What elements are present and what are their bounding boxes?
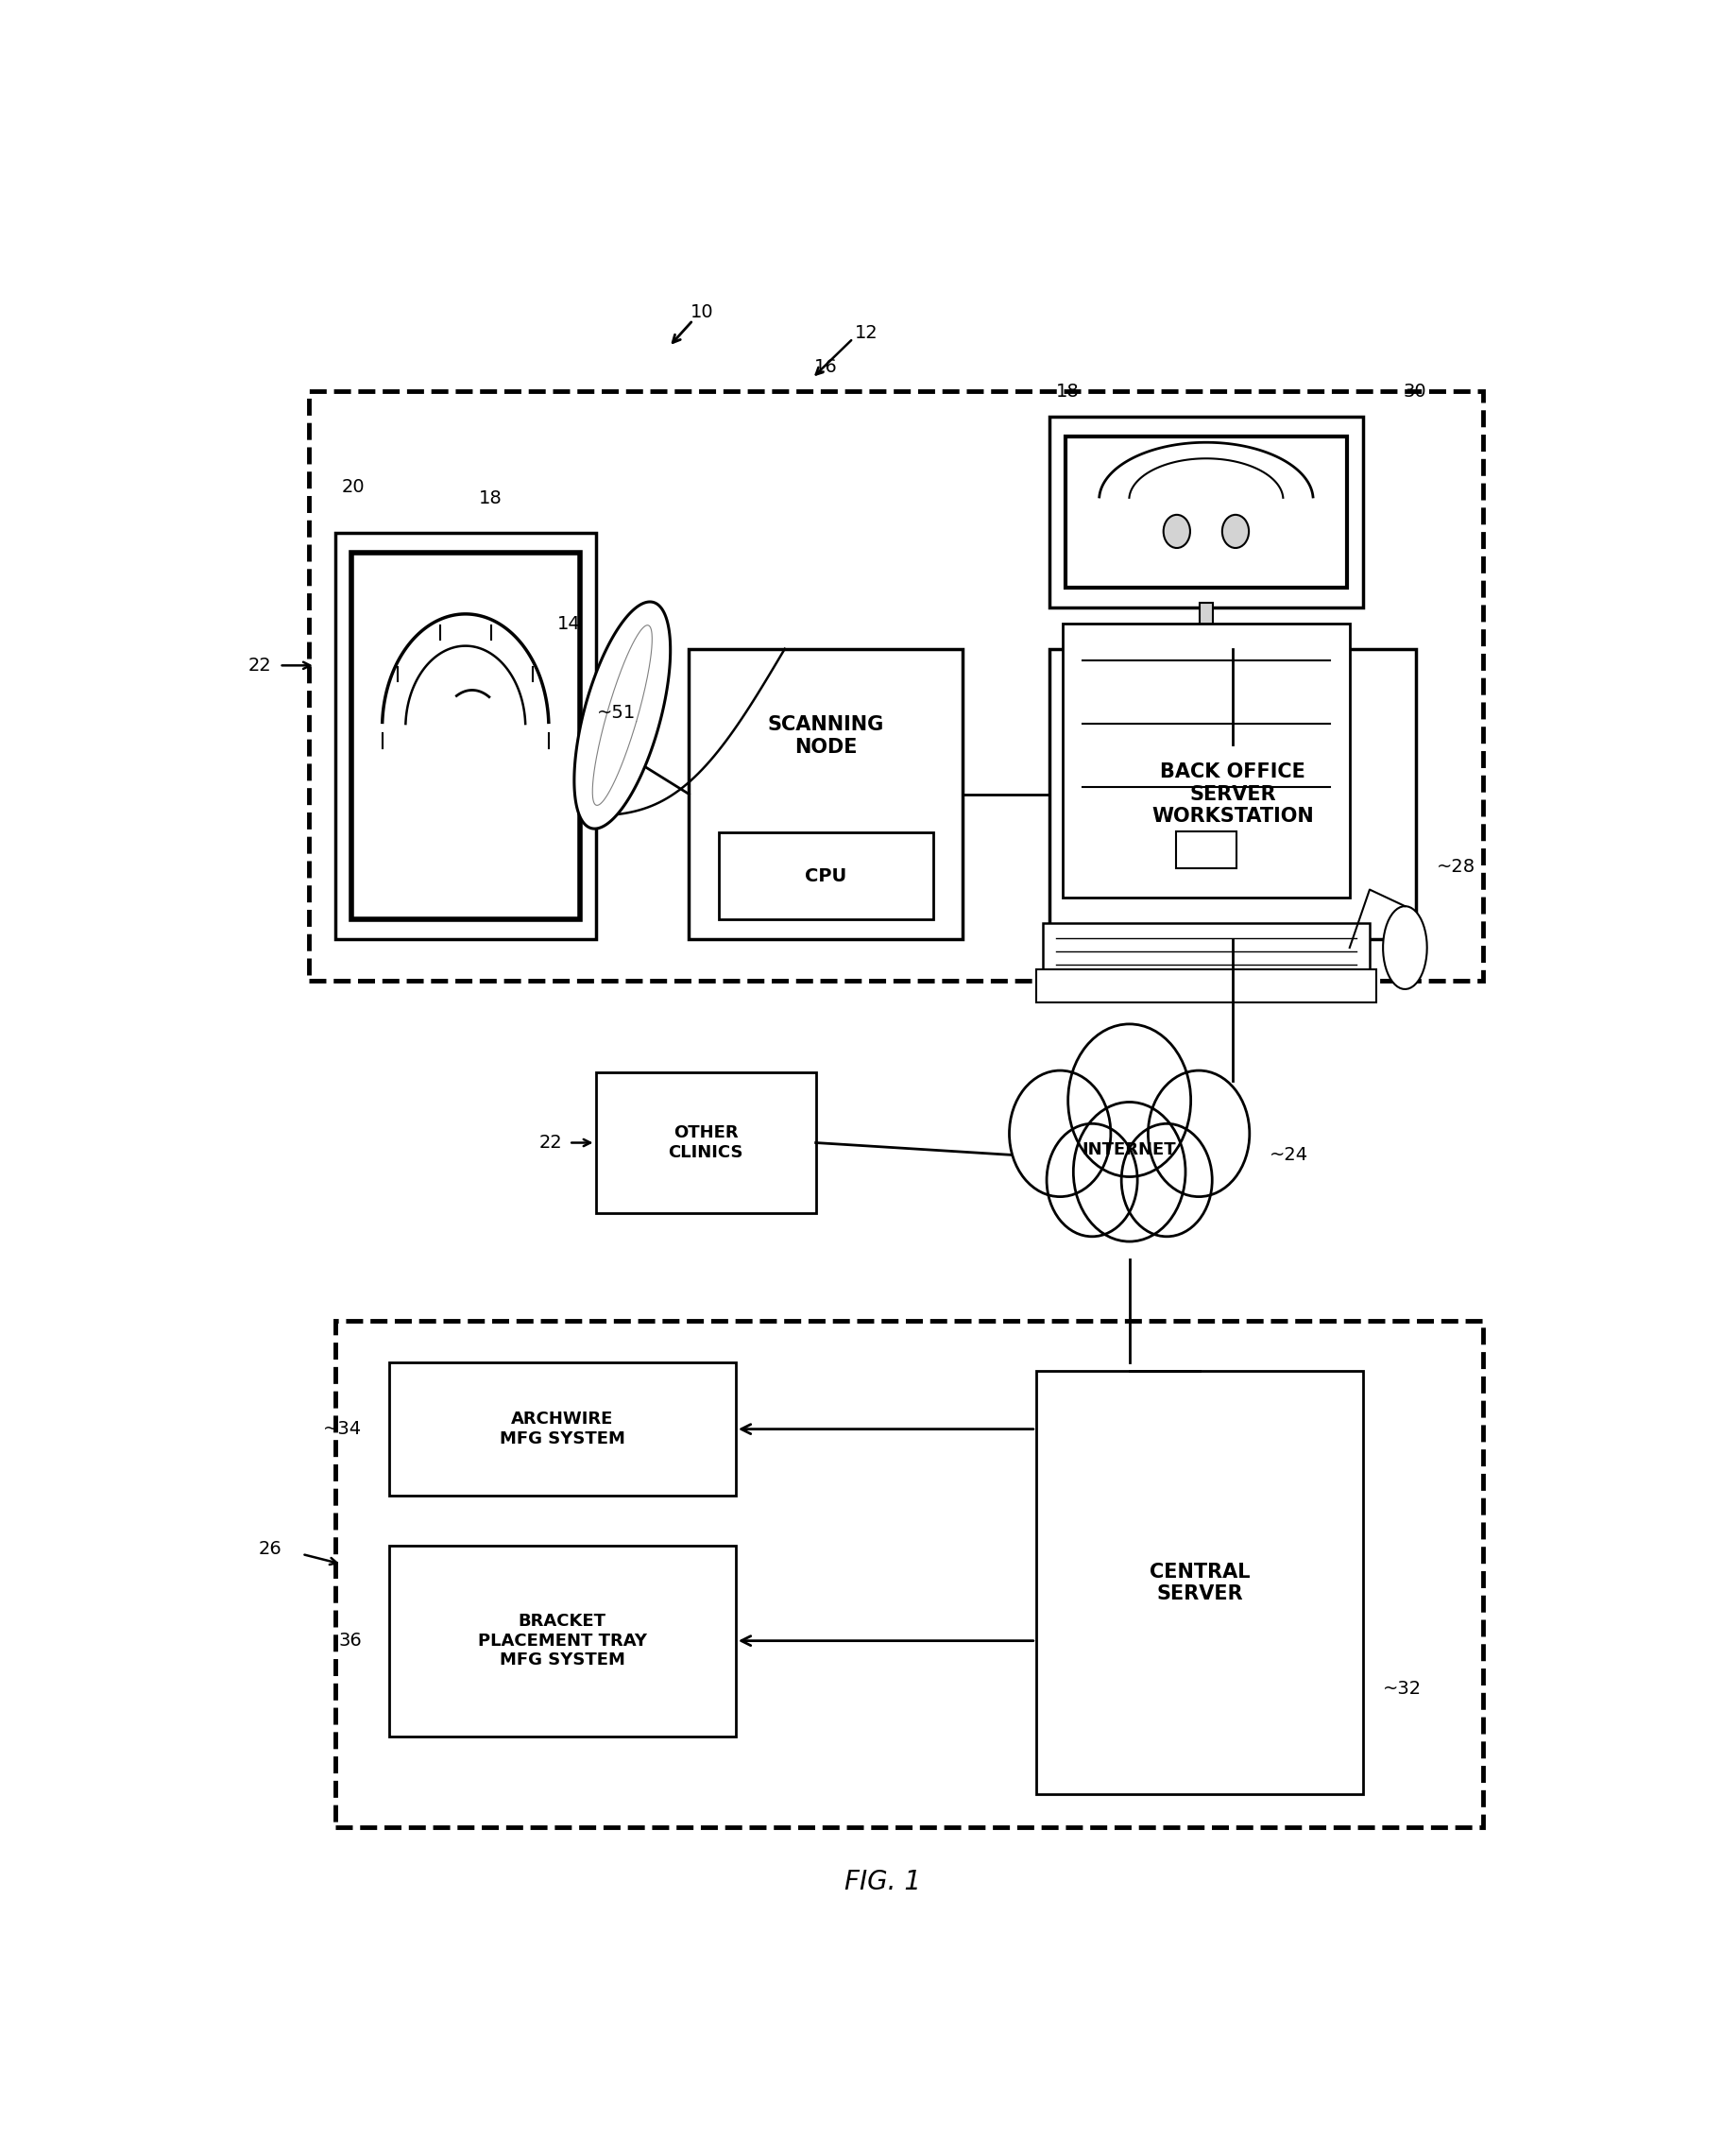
Circle shape — [1047, 1123, 1138, 1238]
Circle shape — [1073, 1102, 1185, 1242]
Circle shape — [1223, 515, 1248, 548]
Bar — [1037, 970, 1376, 1003]
Text: FIG. 1: FIG. 1 — [844, 1869, 921, 1895]
Text: 22: 22 — [539, 1134, 561, 1151]
Bar — [389, 1546, 735, 1736]
Text: 18: 18 — [1056, 382, 1080, 401]
Polygon shape — [1383, 906, 1428, 990]
Text: 20: 20 — [343, 479, 365, 496]
Bar — [1049, 649, 1415, 940]
Text: 26: 26 — [258, 1539, 282, 1559]
Text: SCANNING
NODE: SCANNING NODE — [768, 716, 883, 757]
Bar — [689, 649, 963, 940]
Text: ~28: ~28 — [1436, 858, 1476, 875]
Bar — [308, 392, 1483, 981]
Text: 12: 12 — [856, 323, 878, 343]
Bar — [1037, 1371, 1364, 1794]
Bar — [1200, 602, 1212, 632]
Circle shape — [1009, 1072, 1111, 1197]
Bar — [336, 1322, 1483, 1828]
Text: 30: 30 — [1403, 382, 1426, 401]
Text: 14: 14 — [558, 614, 580, 634]
Text: ~51: ~51 — [596, 703, 635, 722]
Text: INTERNET: INTERNET — [1083, 1143, 1176, 1158]
Text: BACK OFFICE
SERVER
WORKSTATION: BACK OFFICE SERVER WORKSTATION — [1152, 763, 1314, 826]
Text: ARCHWIRE
MFG SYSTEM: ARCHWIRE MFG SYSTEM — [499, 1410, 625, 1447]
Bar — [596, 1072, 816, 1214]
Bar — [1066, 436, 1347, 586]
Bar — [389, 1363, 735, 1496]
Text: CPU: CPU — [804, 867, 847, 884]
Text: 10: 10 — [691, 302, 715, 321]
Text: OTHER
CLINICS: OTHER CLINICS — [668, 1125, 744, 1162]
Text: CENTRAL
SERVER: CENTRAL SERVER — [1149, 1563, 1250, 1604]
Bar — [1176, 832, 1236, 869]
Bar — [336, 533, 596, 940]
Text: 22: 22 — [248, 655, 272, 675]
Text: ~24: ~24 — [1269, 1147, 1309, 1164]
Bar — [1049, 416, 1364, 608]
Bar — [351, 552, 580, 918]
Text: ~34: ~34 — [324, 1421, 362, 1438]
Circle shape — [1068, 1024, 1192, 1177]
Circle shape — [1149, 1072, 1250, 1197]
Circle shape — [1121, 1123, 1212, 1238]
Bar — [718, 832, 933, 918]
Circle shape — [1164, 515, 1190, 548]
Bar — [1044, 923, 1369, 972]
Text: 18: 18 — [479, 489, 501, 509]
Bar — [1062, 623, 1350, 897]
Text: ~32: ~32 — [1383, 1680, 1422, 1697]
Polygon shape — [573, 602, 670, 828]
Text: 16: 16 — [815, 358, 837, 375]
Text: 36: 36 — [339, 1632, 362, 1649]
Text: BRACKET
PLACEMENT TRAY
MFG SYSTEM: BRACKET PLACEMENT TRAY MFG SYSTEM — [477, 1613, 647, 1669]
